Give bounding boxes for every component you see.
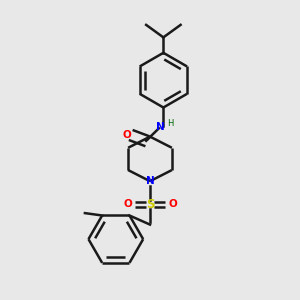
Text: S: S [146,198,154,211]
Text: H: H [167,119,173,128]
Text: N: N [156,122,165,131]
Text: N: N [146,176,154,186]
Text: O: O [168,200,177,209]
Text: O: O [123,130,131,140]
Text: O: O [123,200,132,209]
